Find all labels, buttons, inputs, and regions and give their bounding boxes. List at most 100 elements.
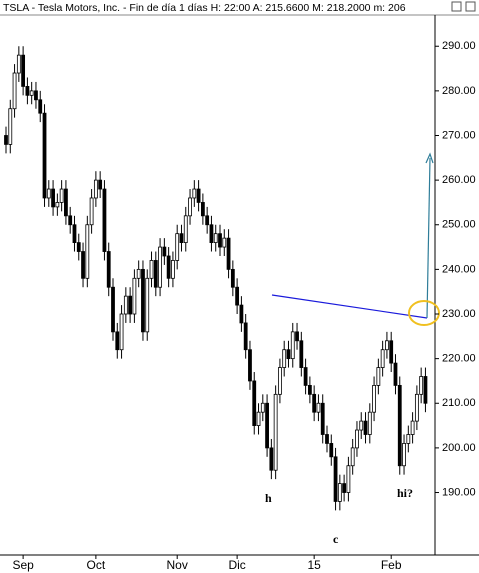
candle-body [325,434,329,444]
candle-body [252,380,257,426]
y-tick-label: 260.00 [442,174,476,186]
candle-body [29,90,34,96]
candle-body [25,86,30,96]
candle-body [333,456,338,502]
annotation: hi? [397,486,413,500]
candle-body [158,246,162,288]
candle-body [128,295,133,315]
candle-body [188,197,192,217]
candle-body [93,179,98,199]
candle-body [166,255,171,279]
candle-body [179,233,184,244]
close-button[interactable] [465,1,476,12]
candle-body [329,443,334,458]
candle-body [410,420,415,435]
candle-body [141,268,145,333]
candle-body [111,286,115,333]
candle-body [34,90,38,101]
x-tick-label: Feb [381,558,402,572]
candle-body [162,246,167,257]
candle-body [385,340,389,351]
annotation: h [265,491,272,505]
candle-body [46,188,51,199]
candle-body [402,443,406,467]
candle-body [286,349,291,360]
candle-body [89,197,94,226]
candle-body [273,393,278,471]
candle-body [171,260,175,279]
candle-body [342,483,347,493]
candle-body [235,286,240,306]
candle-body [55,202,60,208]
candle-body [414,393,419,422]
candle-body [337,483,342,502]
candle-body [355,429,359,449]
candle-body [320,402,325,435]
candle-body [98,179,103,190]
candle-body [136,268,141,279]
x-tick-label: Nov [167,558,188,572]
x-tick-label: Sep [12,558,34,572]
candle-body [183,215,188,244]
candle-body [196,188,201,203]
candle-body [346,465,351,493]
chart-title: TSLA - Tesla Motors, Inc. - Fin de día 1… [3,2,406,14]
y-tick-label: 250.00 [442,219,476,231]
candle-body [230,268,235,288]
arrow-head [425,152,434,164]
candle-body [363,420,368,435]
candle-body [243,322,248,351]
y-tick-label: 270.00 [442,129,476,141]
candle-body [115,331,120,351]
candle-body [316,402,321,413]
candle-body [265,402,269,449]
minimize-button[interactable] [451,1,462,12]
candle-body [419,376,424,395]
y-tick-label: 230.00 [442,308,476,320]
y-tick-label: 220.00 [442,353,476,365]
candle-body [299,340,304,368]
candle-body [406,434,411,444]
y-tick-label: 210.00 [442,397,476,409]
candle-body [4,135,8,145]
candle-body [12,72,17,110]
target-arrow [426,157,431,319]
candle-body [85,224,90,279]
candle-body [269,447,274,471]
candle-body [303,367,308,386]
candle-body [423,376,428,404]
candle-body [132,277,137,315]
candle-body [222,237,227,248]
candle-body [123,295,128,315]
candle-body [145,277,150,333]
y-tick-label: 190.00 [442,486,476,498]
x-tick-label: Dic [228,558,245,572]
candle-body [119,313,124,351]
candle-body [307,385,312,395]
candle-body [16,54,21,74]
candle-body [153,260,158,288]
x-tick-label: Oct [87,558,106,572]
candle-body [350,447,355,467]
candle-body [367,411,372,435]
y-tick-label: 290.00 [442,40,476,52]
candle-body [359,420,364,431]
candle-body [260,402,265,413]
candle-body [102,188,107,252]
candle-body [209,224,214,244]
candle-body [106,251,111,288]
candle-body [81,251,85,279]
candle-body [200,202,205,217]
candle-body [248,349,252,382]
candle-body [389,340,394,364]
candle-body [393,362,398,386]
candle-body [376,367,381,386]
candle-body [149,260,154,279]
candle-body [42,112,47,199]
candle-body [290,331,295,360]
candle-body [59,188,64,203]
candle-body [192,188,197,199]
trend-line [271,294,428,319]
